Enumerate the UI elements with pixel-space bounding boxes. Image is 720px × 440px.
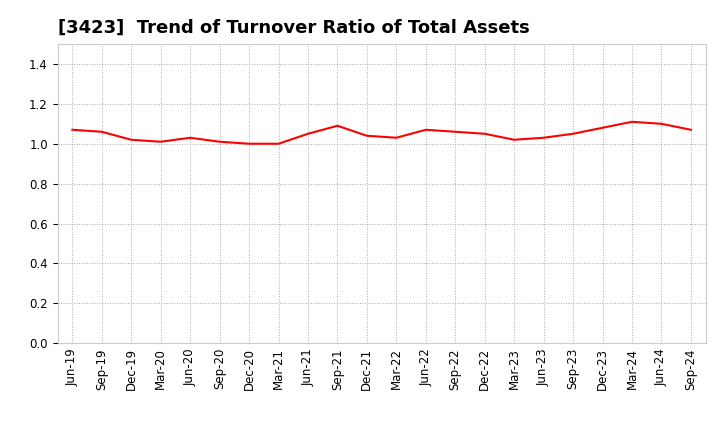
Text: [3423]  Trend of Turnover Ratio of Total Assets: [3423] Trend of Turnover Ratio of Total … [58,19,529,37]
